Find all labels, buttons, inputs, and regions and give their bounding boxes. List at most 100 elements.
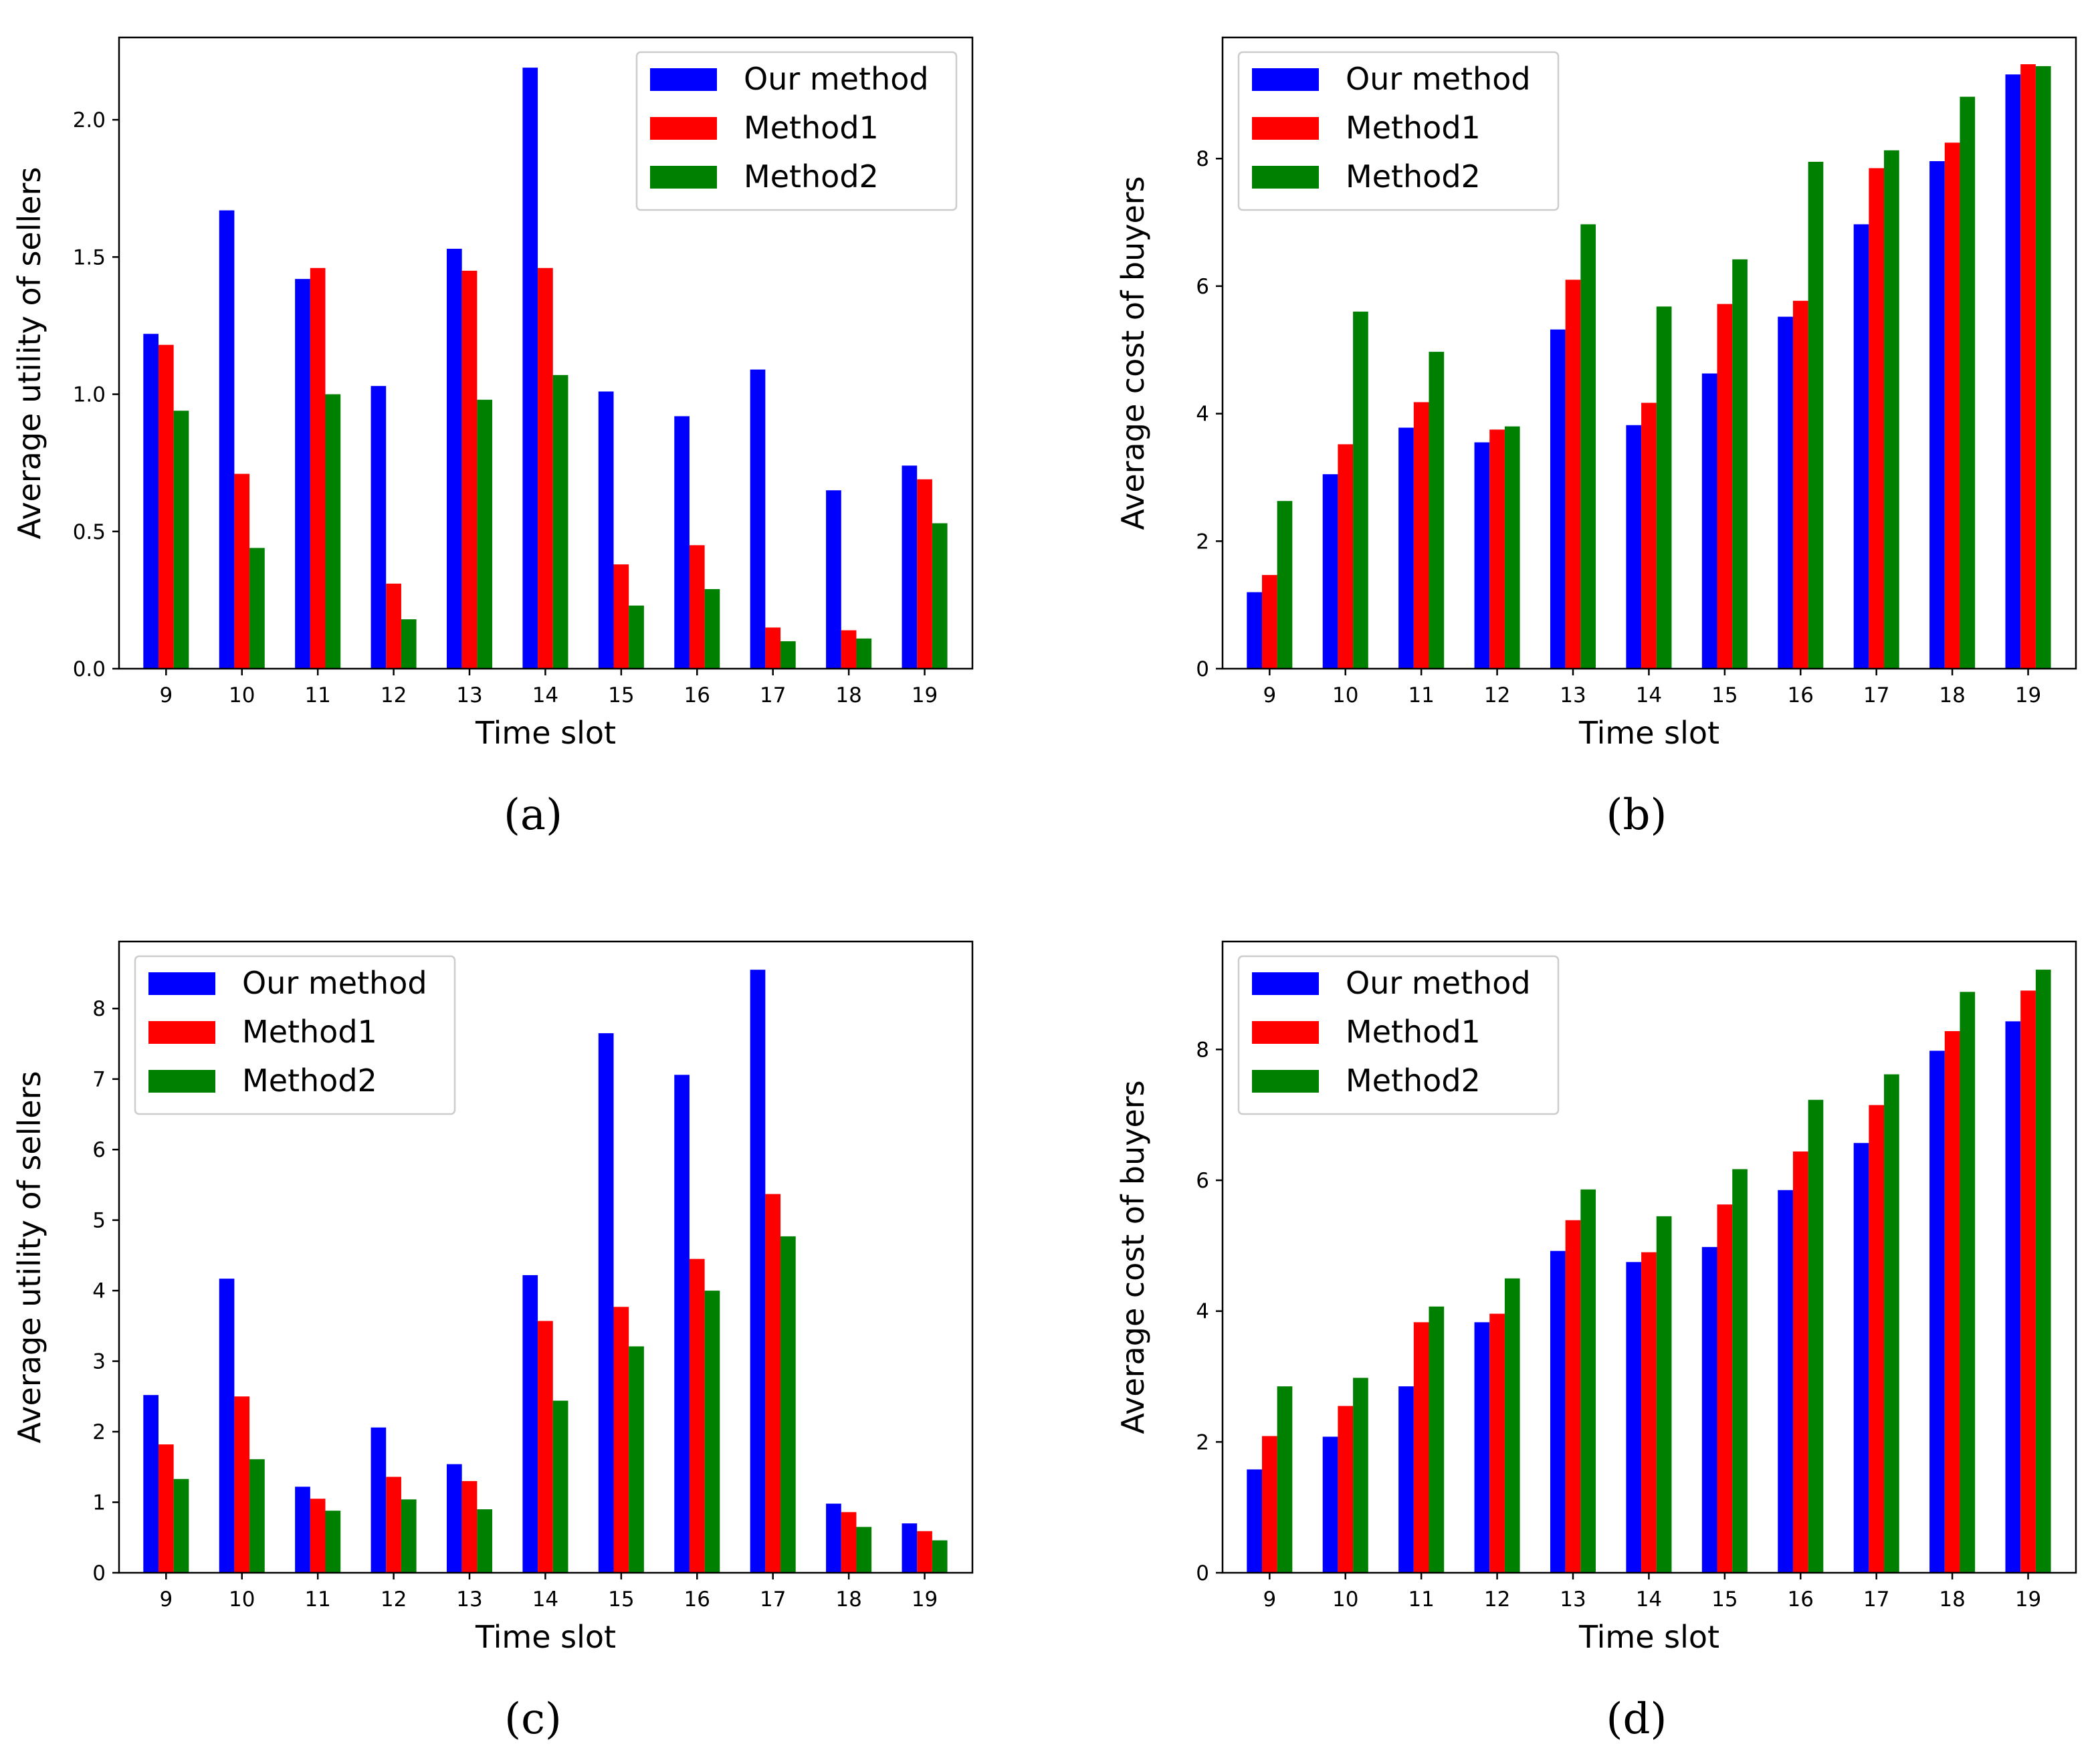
x-tick-label-13: 13 (1560, 1587, 1586, 1612)
bar-method2-11 (1429, 1306, 1445, 1573)
bar-our-method-9 (143, 1395, 159, 1573)
bar-method1-11 (310, 267, 326, 669)
bar-method1-9 (158, 344, 174, 669)
legend-swatch-method2 (148, 1070, 215, 1093)
bar-our-method-16 (674, 416, 690, 669)
x-tick-label-14: 14 (532, 1587, 558, 1612)
x-tick-label-10: 10 (1332, 683, 1358, 707)
bar-method2-14 (1656, 1216, 1672, 1573)
y-tick-label-8: 8 (92, 997, 106, 1021)
bar-method1-13 (1565, 280, 1581, 669)
y-axis-label: Average utility of sellers (11, 1071, 47, 1444)
bar-method1-12 (386, 583, 401, 669)
x-tick-label-19: 19 (912, 1587, 938, 1612)
bar-method1-10 (234, 1396, 250, 1573)
panel-label: (b) (1606, 790, 1667, 840)
x-axis-label: Time slot (1578, 715, 1719, 751)
x-tick-label-16: 16 (1788, 683, 1814, 707)
bar-method1-17 (765, 1194, 781, 1573)
y-tick-label-7: 7 (92, 1068, 106, 1092)
bar-method2-14 (552, 1400, 568, 1573)
bar-method2-13 (477, 1509, 493, 1573)
x-tick-label-15: 15 (608, 683, 634, 707)
bar-method2-11 (1429, 352, 1445, 669)
panel-label: (a) (504, 790, 562, 840)
bar-method1-13 (461, 270, 478, 669)
x-tick-label-15: 15 (1711, 1587, 1738, 1612)
legend-swatch-our-method (148, 972, 215, 995)
bar-our-method-13 (1550, 329, 1566, 669)
bar-method2-10 (1353, 1378, 1368, 1573)
bar-our-method-15 (1701, 1246, 1717, 1573)
x-tick-label-9: 9 (1263, 683, 1276, 707)
bar-method1-19 (917, 1531, 932, 1573)
x-tick-label-12: 12 (381, 683, 407, 707)
bar-our-method-18 (1929, 160, 1945, 669)
x-tick-label-19: 19 (912, 683, 938, 707)
bar-method2-18 (856, 638, 872, 669)
bar-our-method-18 (826, 1503, 841, 1573)
x-tick-label-19: 19 (2015, 1587, 2041, 1612)
x-tick-label-16: 16 (1788, 1587, 1814, 1612)
bar-method2-16 (704, 1291, 720, 1573)
bar-method1-13 (461, 1480, 478, 1573)
bar-method1-17 (1869, 1105, 1885, 1573)
bar-our-method-12 (1474, 1322, 1490, 1573)
x-tick-label-12: 12 (381, 1587, 407, 1612)
bar-our-method-18 (1929, 1051, 1945, 1573)
y-tick-label-0: 0 (1196, 1561, 1209, 1585)
x-tick-label-9: 9 (1263, 1587, 1276, 1612)
y-tick-label-1.0: 1.0 (73, 383, 106, 407)
bar-method1-18 (1944, 1031, 1960, 1573)
panel-label: (c) (504, 1694, 562, 1744)
bar-our-method-11 (295, 279, 310, 669)
y-tick-label-2: 2 (1196, 1430, 1209, 1454)
bar-method1-12 (1489, 1313, 1505, 1573)
bar-our-method-14 (1626, 425, 1642, 669)
bar-method1-14 (538, 1321, 553, 1573)
legend-label-method2: Method2 (1346, 1063, 1481, 1099)
legend-label-method1: Method1 (744, 110, 879, 146)
bar-method2-15 (1732, 1169, 1748, 1573)
bar-method1-10 (1338, 444, 1354, 669)
bar-our-method-19 (2005, 1021, 2021, 1573)
bar-method2-9 (1277, 1386, 1293, 1573)
bar-our-method-10 (1322, 1436, 1338, 1573)
legend-label-our-method: Our method (744, 61, 929, 97)
bar-method2-10 (249, 548, 265, 669)
x-tick-label-19: 19 (2015, 683, 2041, 707)
bar-method1-19 (2020, 64, 2036, 669)
x-tick-label-11: 11 (1408, 1587, 1434, 1612)
legend: Our method Method1 Method2 (1237, 51, 1560, 211)
bar-our-method-11 (1398, 427, 1414, 669)
bar-method2-18 (1960, 992, 1976, 1573)
bar-our-method-17 (750, 970, 766, 1573)
bar-our-method-13 (446, 249, 462, 669)
bar-our-method-15 (1701, 373, 1717, 669)
legend-label-our-method: Our method (1346, 965, 1531, 1001)
bar-method1-15 (613, 1307, 629, 1573)
x-tick-label-17: 17 (760, 683, 786, 707)
bar-our-method-11 (1398, 1386, 1414, 1573)
bar-method1-19 (2020, 990, 2036, 1573)
bar-method1-15 (613, 564, 629, 669)
bar-method2-16 (1808, 1099, 1824, 1573)
bar-our-method-16 (1778, 1190, 1793, 1573)
bar-method2-11 (325, 1511, 341, 1573)
x-tick-label-18: 18 (1939, 1587, 1965, 1612)
x-tick-label-13: 13 (1560, 683, 1586, 707)
bar-our-method-15 (598, 1033, 614, 1573)
bar-our-method-10 (219, 210, 235, 669)
x-tick-label-14: 14 (532, 683, 558, 707)
y-axis-label: Average cost of buyers (1115, 176, 1151, 530)
bar-method1-17 (1869, 168, 1885, 669)
bar-method1-12 (1489, 429, 1505, 669)
x-tick-label-13: 13 (456, 1587, 482, 1612)
bar-method2-13 (1580, 224, 1596, 669)
x-axis-label: Time slot (475, 1619, 616, 1655)
bar-our-method-9 (1247, 1469, 1262, 1573)
x-tick-label-10: 10 (229, 683, 255, 707)
bar-our-method-13 (446, 1464, 462, 1573)
bar-method1-17 (765, 627, 781, 669)
